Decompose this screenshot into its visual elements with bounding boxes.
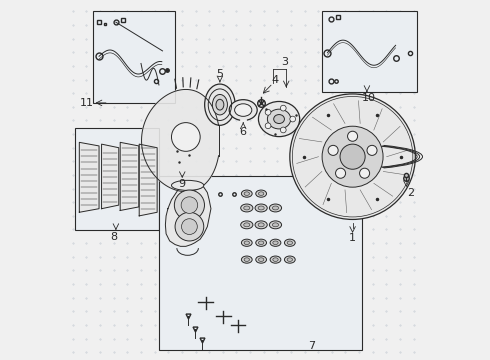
Circle shape [290,116,295,122]
Ellipse shape [272,223,278,227]
Ellipse shape [287,258,293,261]
Circle shape [181,197,197,213]
Bar [159,176,362,350]
Circle shape [280,105,286,111]
Ellipse shape [216,99,224,110]
Text: 5: 5 [217,69,223,79]
Ellipse shape [255,221,267,229]
Ellipse shape [244,223,250,227]
Ellipse shape [258,102,300,136]
Circle shape [336,168,345,178]
Ellipse shape [244,241,249,244]
Text: 4: 4 [271,75,279,85]
Ellipse shape [268,109,291,129]
Ellipse shape [229,100,257,121]
Circle shape [360,168,369,178]
Circle shape [265,123,271,129]
Polygon shape [139,144,157,216]
Text: 9: 9 [179,179,186,189]
Circle shape [290,94,416,220]
Ellipse shape [212,94,227,115]
Text: 6: 6 [240,127,246,136]
Ellipse shape [241,204,253,212]
Text: 7: 7 [308,341,315,351]
Ellipse shape [258,241,264,244]
Circle shape [322,126,383,187]
Text: 1: 1 [349,233,356,243]
Ellipse shape [242,256,252,263]
Circle shape [340,144,365,169]
Circle shape [265,109,271,115]
Circle shape [328,145,338,156]
Ellipse shape [258,223,264,227]
Circle shape [280,127,286,133]
Circle shape [181,219,197,234]
Ellipse shape [244,258,249,261]
Ellipse shape [256,190,267,197]
Text: 2: 2 [407,188,414,198]
Bar [93,12,175,103]
Polygon shape [120,142,139,211]
Ellipse shape [256,256,267,263]
Ellipse shape [273,258,278,261]
Ellipse shape [270,256,281,263]
Ellipse shape [255,204,267,212]
Ellipse shape [172,180,204,190]
Polygon shape [166,184,211,246]
Ellipse shape [272,206,278,210]
Bar [322,12,417,92]
Polygon shape [79,142,99,212]
Ellipse shape [270,239,281,246]
Ellipse shape [244,192,249,195]
Text: 3: 3 [281,57,288,67]
Ellipse shape [235,104,252,116]
Ellipse shape [205,84,235,125]
Ellipse shape [242,239,252,246]
Ellipse shape [285,256,295,263]
Bar [74,128,159,230]
Circle shape [172,123,200,151]
Text: 11: 11 [79,98,94,108]
Text: 8: 8 [111,232,118,242]
Polygon shape [101,144,119,209]
Ellipse shape [258,258,264,261]
Ellipse shape [242,190,252,197]
Ellipse shape [270,221,282,229]
Circle shape [347,131,358,141]
Ellipse shape [244,206,250,210]
Ellipse shape [274,114,285,123]
Text: 10: 10 [362,93,376,103]
Ellipse shape [273,241,278,244]
Ellipse shape [241,221,253,229]
Circle shape [174,190,204,220]
Ellipse shape [256,239,267,246]
Ellipse shape [285,239,295,246]
Circle shape [175,212,204,241]
Ellipse shape [270,204,282,212]
Ellipse shape [258,192,264,195]
Circle shape [367,145,377,156]
Ellipse shape [258,206,264,210]
Ellipse shape [287,241,293,244]
Polygon shape [142,89,219,192]
